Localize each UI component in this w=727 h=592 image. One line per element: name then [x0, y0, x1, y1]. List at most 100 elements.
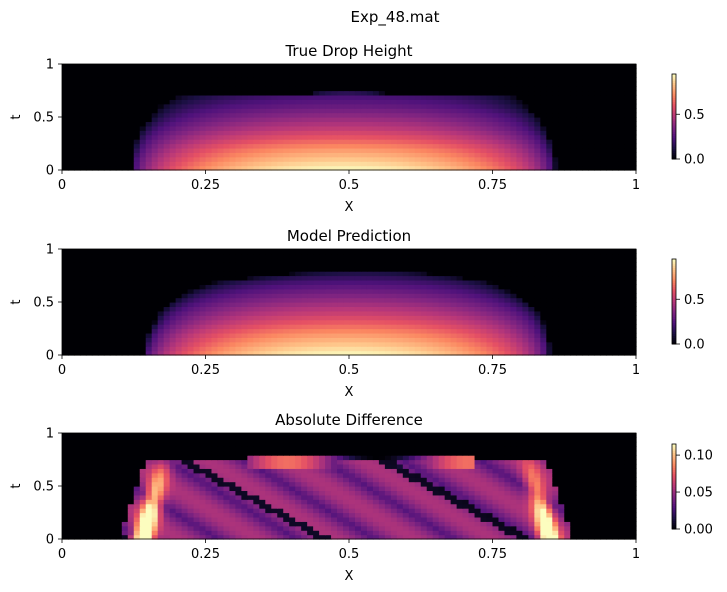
heatmap-cell [354, 337, 362, 343]
heatmap-cell [414, 324, 422, 330]
heatmap-cell [474, 121, 482, 127]
heatmap-cell [516, 306, 523, 312]
heatmap-cell [85, 306, 93, 312]
heatmap-cell [247, 253, 254, 259]
heatmap-cell [295, 293, 302, 299]
heatmap-cell [265, 350, 272, 356]
heatmap-cell [97, 249, 105, 255]
heatmap-cell [420, 99, 428, 105]
heatmap-cell [253, 293, 260, 299]
heatmap-cell [426, 341, 434, 347]
heatmap-cell [157, 134, 165, 140]
heatmap-cell [456, 81, 464, 87]
heatmap-cell [492, 315, 500, 321]
heatmap-cell [528, 328, 535, 334]
heatmap-cell [504, 328, 512, 334]
heatmap-cell [271, 125, 278, 131]
heatmap-cell [331, 257, 338, 263]
heatmap-cell [295, 279, 302, 285]
heatmap-cell [372, 271, 380, 277]
heatmap-cell [151, 279, 159, 285]
heatmap-cell [271, 86, 278, 92]
heatmap-cell [480, 319, 488, 325]
heatmap-cell [187, 297, 195, 303]
heatmap-cell [349, 293, 356, 299]
heatmap-cell [408, 293, 416, 299]
heatmap-cell [588, 156, 595, 162]
heatmap-cell [175, 279, 183, 285]
heatmap-cell [103, 302, 111, 308]
heatmap-cell [163, 284, 171, 290]
heatmap-cell [289, 530, 296, 536]
heatmap-cell [564, 328, 571, 334]
heatmap-cell [438, 271, 446, 277]
heatmap-cell [366, 134, 374, 140]
heatmap-cell [540, 77, 547, 83]
heatmap-cell [564, 332, 571, 338]
heatmap-cell [247, 319, 254, 325]
heatmap-cell [456, 143, 464, 149]
heatmap-cell [510, 139, 518, 145]
heatmap-cell [229, 328, 236, 334]
heatmap-cell [594, 534, 601, 540]
heatmap-cell [139, 68, 147, 74]
heatmap-cell [271, 284, 278, 290]
heatmap-cell [468, 103, 476, 109]
heatmap-cell [366, 315, 374, 321]
heatmap-cell [109, 341, 117, 347]
heatmap-cell [426, 328, 434, 334]
heatmap-cell [450, 297, 458, 303]
heatmap-cell [438, 165, 446, 171]
heatmap-cell [396, 165, 404, 171]
heatmap-cell [372, 253, 380, 259]
heatmap-cell [432, 262, 440, 268]
heatmap-cell [187, 90, 195, 96]
heatmap-cell [79, 284, 87, 290]
heatmap-cell [307, 108, 314, 114]
heatmap-cell [67, 332, 75, 338]
heatmap-cell [492, 99, 500, 105]
heatmap-cell [552, 249, 559, 255]
heatmap-cell [420, 328, 428, 334]
heatmap-cell [372, 310, 380, 316]
heatmap-cell [283, 306, 290, 312]
heatmap-cell [546, 72, 553, 78]
heatmap-cell [504, 68, 512, 74]
heatmap-cell [199, 165, 207, 171]
heatmap-cell [145, 253, 153, 259]
heatmap-cell [600, 86, 607, 92]
heatmap-cell [558, 530, 565, 536]
heatmap-cell [516, 302, 523, 308]
heatmap-cell [402, 310, 410, 316]
heatmap-cell [402, 275, 410, 281]
heatmap-cell [139, 112, 147, 118]
heatmap-cell [235, 324, 242, 330]
heatmap-cell [384, 86, 392, 92]
heatmap-cell [552, 346, 559, 352]
heatmap-cell [337, 337, 344, 343]
heatmap-cell [462, 134, 470, 140]
heatmap-cell [205, 64, 213, 70]
heatmap-cell [211, 337, 219, 343]
colorbar-segment [672, 108, 676, 111]
heatmap-cell [384, 262, 392, 268]
heatmap-cell [91, 156, 99, 162]
heatmap-cell [175, 86, 183, 92]
heatmap-cell [480, 332, 488, 338]
heatmap-cell [372, 315, 380, 321]
heatmap-cell [259, 279, 266, 285]
heatmap-cell [157, 165, 165, 171]
heatmap-cell [420, 77, 428, 83]
heatmap-cell [534, 90, 541, 96]
heatmap-cell [432, 310, 440, 316]
heatmap-cell [319, 302, 326, 308]
heatmap-cell [62, 68, 69, 74]
heatmap-cell [289, 64, 296, 70]
heatmap-cell [295, 125, 302, 131]
heatmap-cell [62, 86, 69, 92]
heatmap-cell [396, 139, 404, 145]
heatmap-cell [241, 275, 248, 281]
heatmap-cell [121, 99, 129, 105]
heatmap-cell [241, 130, 248, 136]
heatmap-cell [354, 103, 362, 109]
